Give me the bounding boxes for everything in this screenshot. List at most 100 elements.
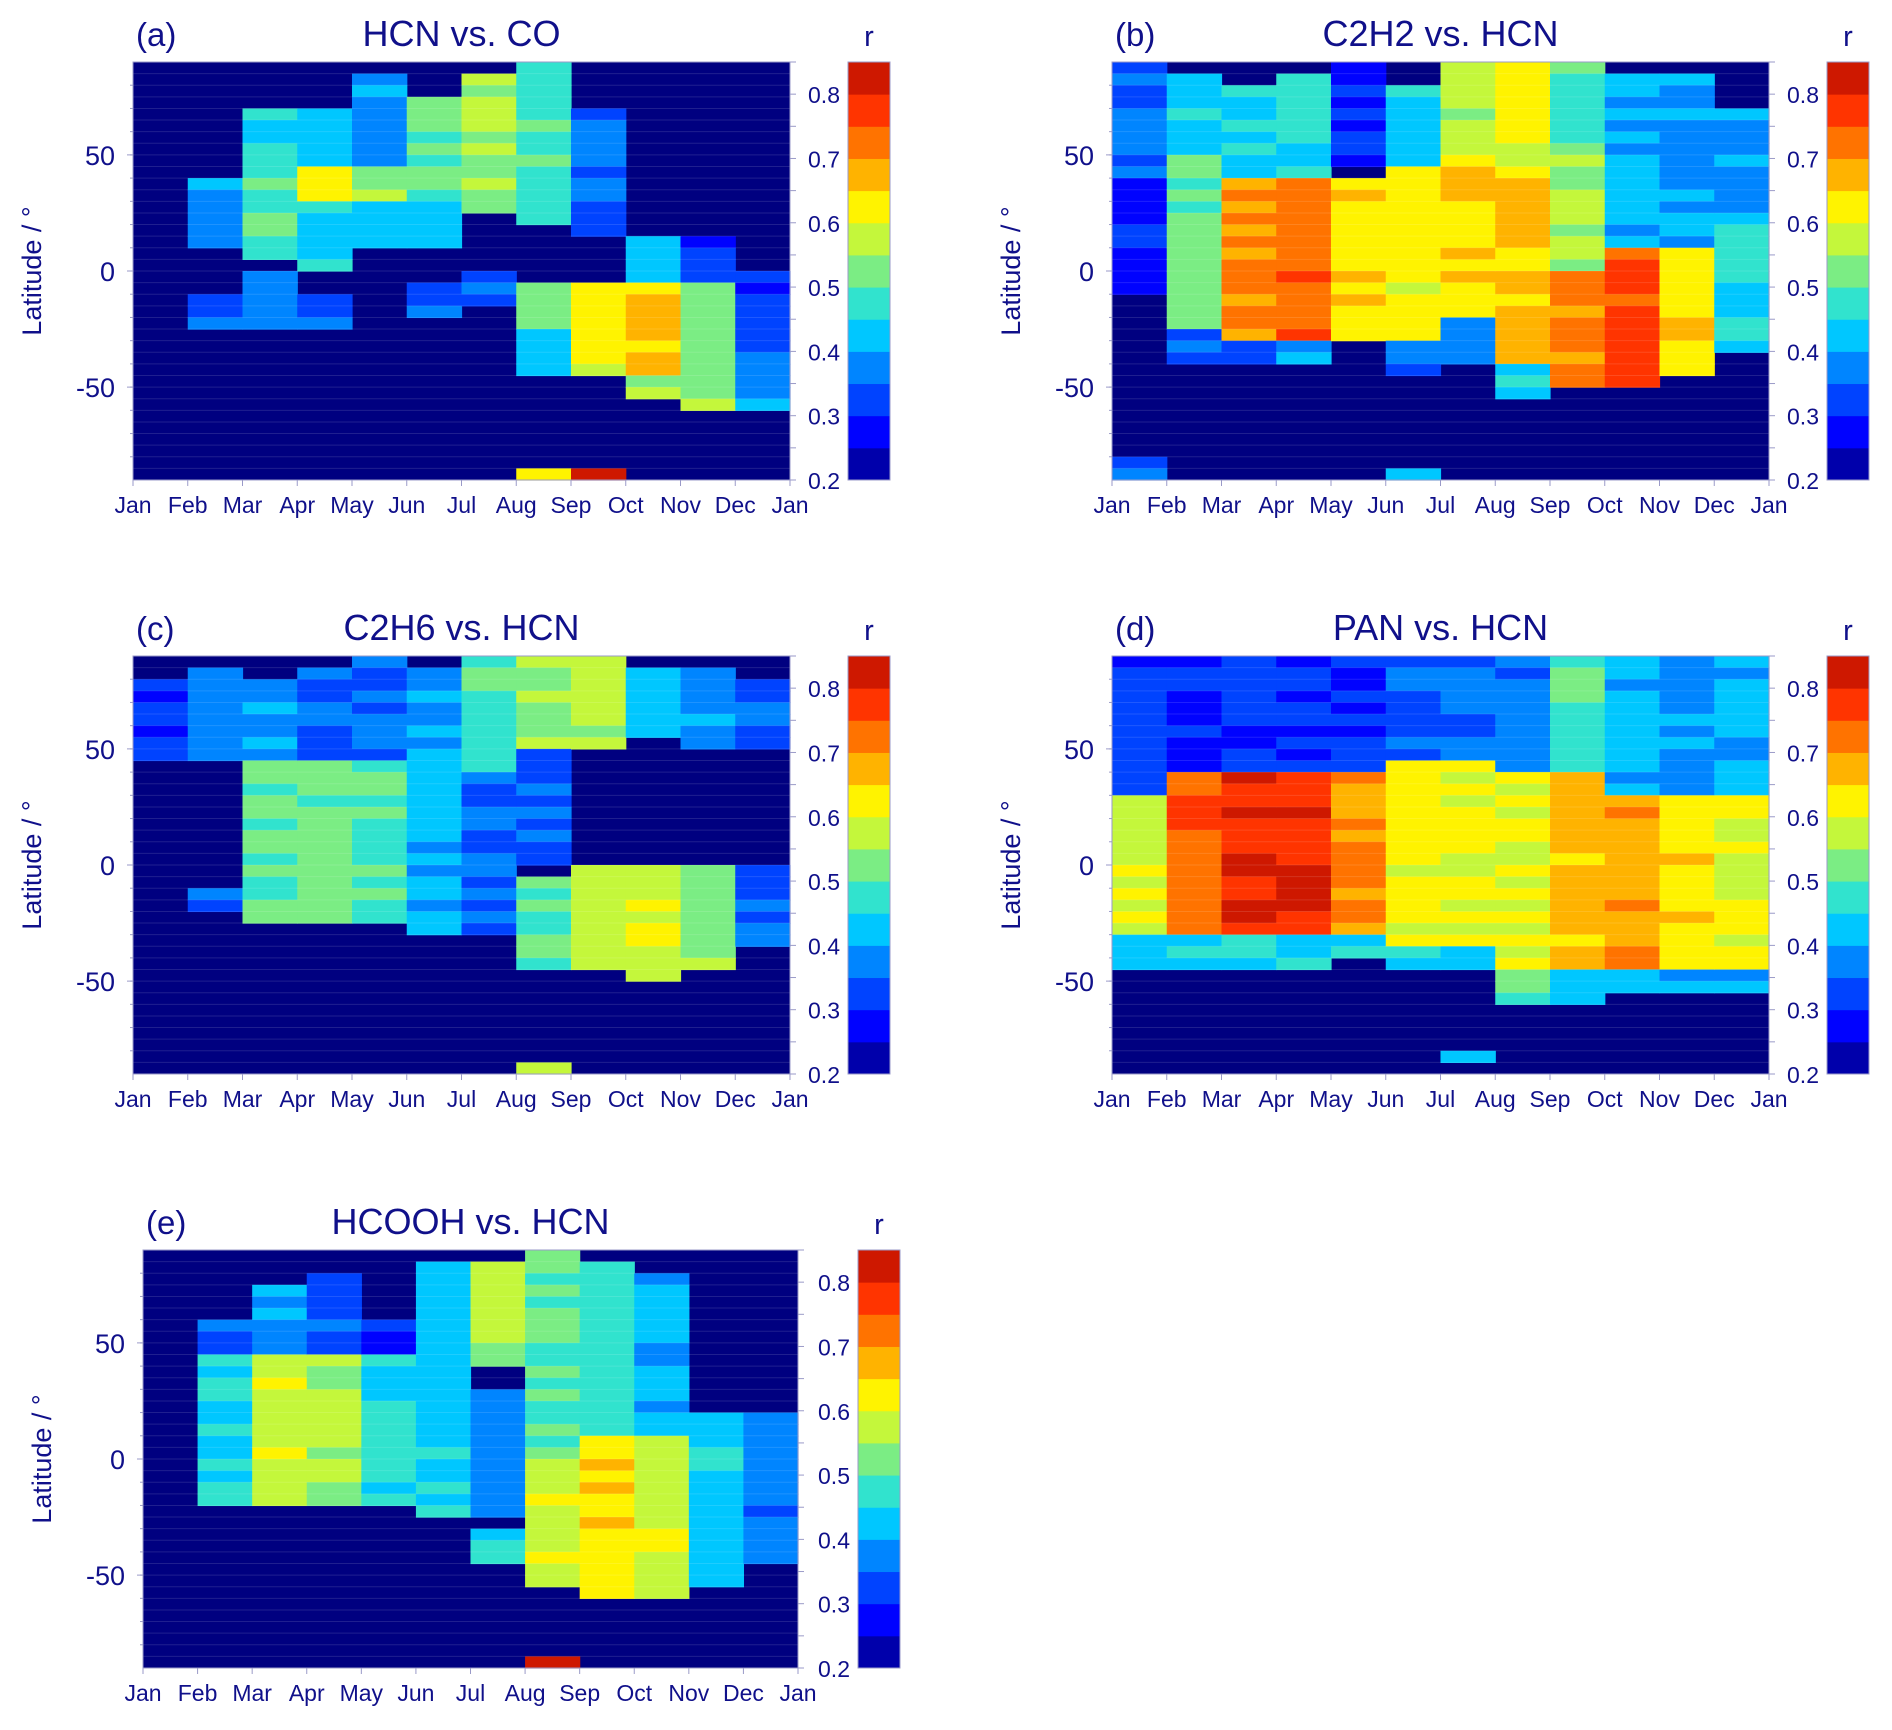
heatmap-cell [1550, 363, 1606, 377]
heatmap-cell [1221, 911, 1277, 924]
heatmap-cell [242, 282, 298, 295]
heatmap-cell [461, 73, 517, 86]
heatmap-cell [579, 1273, 635, 1286]
heatmap-cell [461, 656, 517, 669]
heatmap-cell [1550, 981, 1606, 994]
heatmap-cell [361, 1424, 417, 1437]
heatmap-cell [470, 1528, 526, 1541]
heatmap-cell [242, 247, 298, 260]
heatmap-cell [525, 1273, 581, 1286]
heatmap-cell [361, 1389, 417, 1402]
heatmap-cell [1440, 120, 1496, 133]
heatmap-cell [625, 329, 682, 342]
heatmap-cell [242, 888, 298, 901]
heatmap-cell [461, 189, 517, 202]
colorbar-tick-label: 0.4 [808, 339, 840, 365]
y-tick-label: 0 [110, 1445, 125, 1475]
heatmap-cell [1550, 282, 1606, 295]
heatmap-cell [1166, 224, 1223, 237]
heatmap-cell [461, 876, 517, 889]
heatmap-cell [361, 1459, 417, 1472]
heatmap-cell [1385, 131, 1442, 144]
heatmap-cell [461, 271, 517, 284]
heatmap-cell [406, 108, 463, 121]
heatmap-cell [461, 131, 517, 144]
heatmap-cell [680, 888, 736, 901]
heatmap-cell [1659, 830, 1715, 843]
heatmap-cell [1495, 189, 1551, 202]
heatmap-cell [1440, 189, 1496, 202]
heatmap-cell [461, 690, 517, 704]
heatmap-cell [297, 795, 353, 808]
heatmap-cell [1166, 85, 1223, 98]
heatmap-cell [625, 375, 682, 388]
heatmap-cell [1604, 340, 1661, 353]
heatmap-cell [1495, 946, 1551, 959]
heatmap-cell [1385, 363, 1442, 377]
heatmap-cell [625, 946, 682, 959]
heatmap-cell [1385, 85, 1442, 98]
heatmap-cell [680, 387, 736, 400]
heatmap-cell [571, 702, 627, 715]
heatmap-cell [634, 1273, 690, 1286]
heatmap-cell [1550, 992, 1606, 1005]
heatmap-cell [187, 899, 244, 913]
heatmap-cell [1550, 108, 1606, 121]
heatmap-cell [579, 1435, 635, 1448]
heatmap-cell [1714, 969, 1770, 982]
heatmap-cell [571, 294, 627, 307]
heatmap-cell [297, 131, 353, 144]
heatmap-cell [1495, 957, 1551, 971]
heatmap-cell [306, 1447, 362, 1460]
heatmap-cell [197, 1377, 253, 1390]
heatmap-cell [634, 1308, 690, 1321]
heatmap-cell [1714, 760, 1770, 773]
heatmap-cell [1385, 923, 1442, 936]
heatmap-cell [1112, 96, 1168, 110]
heatmap-cell [1495, 888, 1551, 901]
heatmap-cell [1495, 981, 1551, 994]
heatmap-cell [1112, 271, 1168, 284]
heatmap-cell [735, 899, 791, 913]
heatmap-cell [525, 1377, 581, 1390]
colorbar-swatch [848, 383, 890, 417]
heatmap-cell [1659, 108, 1715, 121]
heatmap-cell [1550, 62, 1606, 75]
heatmap-cell [1385, 656, 1442, 669]
heatmap-cell [461, 166, 517, 179]
heatmap-cell [187, 737, 244, 750]
heatmap-cell [1659, 143, 1715, 156]
heatmap-cell [415, 1424, 472, 1437]
heatmap-cell [1440, 178, 1496, 191]
heatmap-cell [1112, 131, 1168, 144]
heatmap-cell [297, 212, 353, 226]
heatmap-cell [1221, 853, 1277, 866]
heatmap-cell [242, 841, 298, 854]
heatmap-cell [1550, 656, 1606, 669]
heatmap-cell [1221, 772, 1277, 785]
heatmap-cell [1440, 899, 1496, 913]
heatmap-cell [1440, 212, 1496, 226]
heatmap-cell [571, 108, 627, 121]
heatmap-cell [1440, 305, 1496, 319]
heatmap-cell [1495, 212, 1551, 226]
heatmap-cell [1714, 236, 1770, 249]
heatmap-cell [688, 1447, 745, 1460]
heatmap-cell [1112, 143, 1168, 156]
heatmap-cell [1440, 166, 1496, 179]
colorbar-label: r [874, 1209, 884, 1241]
heatmap-cell [297, 166, 353, 179]
heatmap-cell [133, 737, 189, 750]
x-tick-label: Jan [1750, 1086, 1787, 1112]
heatmap-cell [1385, 737, 1442, 750]
colorbar-label: r [1843, 21, 1853, 53]
heatmap-cell [1112, 178, 1168, 191]
heatmap-cell [1221, 201, 1277, 214]
y-tick-label: 0 [1079, 257, 1094, 287]
heatmap-cell [1440, 957, 1496, 971]
heatmap-cell [1112, 667, 1168, 680]
x-tick-label: Jul [1426, 492, 1455, 518]
heatmap-cell [1495, 853, 1551, 866]
heatmap-cell [625, 247, 682, 260]
colorbar-tick-label: 0.7 [808, 146, 840, 172]
